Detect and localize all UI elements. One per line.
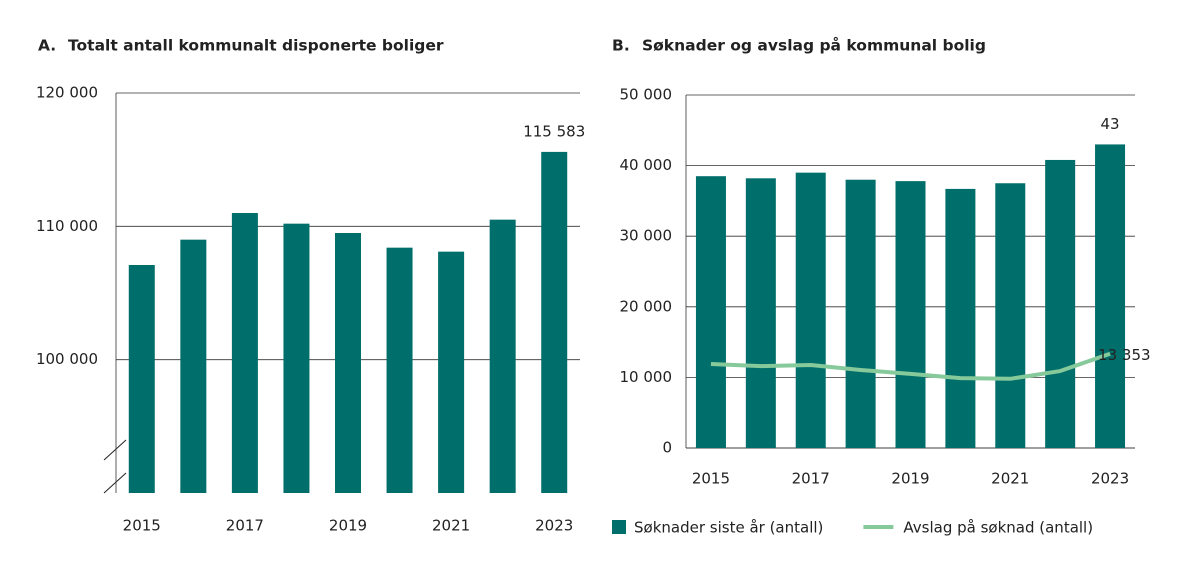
x-tick-label: 2015 bbox=[692, 470, 730, 488]
x-tick-label: 2021 bbox=[991, 470, 1029, 488]
bar bbox=[541, 151, 568, 494]
x-tick-label: 2023 bbox=[1091, 470, 1129, 488]
value-label: 43 bbox=[1101, 115, 1120, 133]
legend-swatch bbox=[612, 520, 626, 534]
x-tick-label: 2019 bbox=[891, 470, 929, 488]
bar bbox=[995, 183, 1026, 448]
bar bbox=[438, 251, 465, 493]
y-tick-label: 0 bbox=[662, 439, 672, 457]
y-tick-label: 120 000 bbox=[36, 84, 98, 102]
y-tick-label: 100 000 bbox=[36, 350, 98, 368]
bar bbox=[795, 172, 826, 448]
bar bbox=[283, 223, 310, 493]
x-tick-label: 2021 bbox=[432, 517, 470, 535]
bar bbox=[1045, 159, 1076, 448]
y-tick-label: 50 000 bbox=[620, 86, 673, 104]
x-tick-label: 2019 bbox=[329, 517, 367, 535]
panel-label: A. bbox=[38, 37, 56, 55]
value-label: 13 353 bbox=[1098, 346, 1151, 364]
bar bbox=[231, 213, 258, 493]
y-tick-label: 110 000 bbox=[36, 217, 98, 235]
x-tick-label: 2017 bbox=[792, 470, 830, 488]
y-tick-label: 40 000 bbox=[620, 156, 673, 174]
y-tick-label: 10 000 bbox=[620, 368, 673, 386]
bar bbox=[386, 247, 413, 493]
bar bbox=[895, 181, 926, 448]
panel-label: B. bbox=[612, 37, 630, 55]
axis-break bbox=[103, 439, 127, 494]
y-tick-label: 20 000 bbox=[620, 297, 673, 315]
bar bbox=[695, 176, 726, 448]
x-tick-label: 2015 bbox=[123, 517, 161, 535]
chart-title: Totalt antall kommunalt disponerte bolig… bbox=[68, 37, 444, 55]
bar bbox=[335, 233, 361, 493]
value-label: 115 583 bbox=[523, 122, 585, 140]
x-tick-label: 2023 bbox=[535, 517, 573, 535]
bar bbox=[745, 178, 776, 449]
bar bbox=[1095, 144, 1126, 449]
y-tick-label: 30 000 bbox=[620, 227, 673, 245]
bar bbox=[180, 239, 207, 493]
x-tick-label: 2017 bbox=[226, 517, 264, 535]
legend-label: Søknader siste år (antall) bbox=[634, 519, 823, 537]
bar bbox=[489, 219, 516, 493]
line bbox=[710, 351, 1111, 381]
bar bbox=[128, 265, 155, 493]
bar bbox=[845, 179, 876, 448]
chart-title: Søknader og avslag på kommunal bolig bbox=[642, 36, 986, 55]
bar bbox=[945, 188, 976, 448]
legend-label: Avslag på søknad (antall) bbox=[903, 519, 1093, 537]
